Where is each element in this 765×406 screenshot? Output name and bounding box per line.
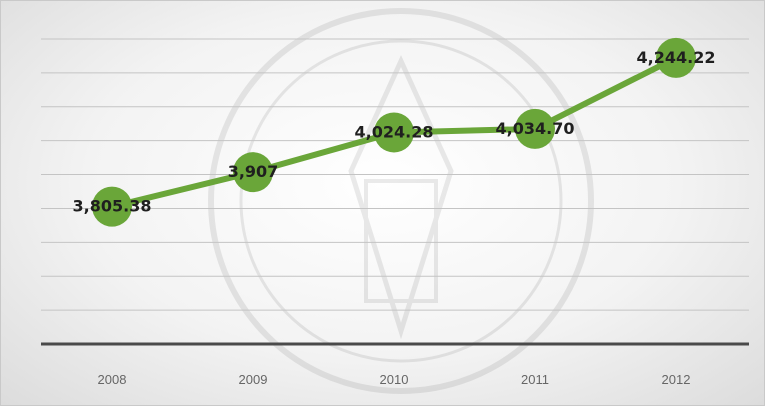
x-tick-label: 2009 xyxy=(239,372,268,387)
data-label: 4,034.70 xyxy=(496,119,575,138)
data-point xyxy=(656,37,696,78)
data-label: 3,907 xyxy=(228,162,279,181)
x-tick-labels: 2008 2009 2010 2011 2012 xyxy=(98,372,691,387)
data-label: 4,024.28 xyxy=(355,122,434,141)
gridlines xyxy=(41,38,749,311)
data-point xyxy=(374,112,414,153)
series-markers xyxy=(92,37,696,227)
data-label: 4,244.22 xyxy=(637,48,716,67)
data-point xyxy=(233,152,273,193)
x-tick-label: 2012 xyxy=(662,372,691,387)
x-tick-label: 2008 xyxy=(98,372,127,387)
data-point xyxy=(92,186,132,227)
x-tick-label: 2010 xyxy=(380,372,409,387)
data-label: 3,805.38 xyxy=(73,197,152,216)
seal-watermark-icon xyxy=(208,8,594,394)
x-tick-label: 2011 xyxy=(521,372,549,387)
data-labels: 3,805.38 3,907 4,024.28 4,034.70 4,244.22 xyxy=(73,48,716,216)
data-point xyxy=(515,108,555,149)
